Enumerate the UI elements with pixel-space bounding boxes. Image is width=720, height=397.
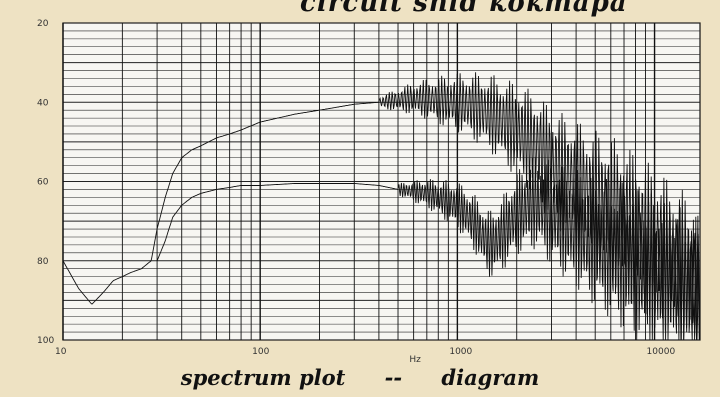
x-axis-label: Hz [409, 355, 421, 365]
y-tick-label: 40 [37, 98, 49, 108]
chart-series [62, 72, 701, 341]
x-tick-label: 10 [55, 347, 67, 357]
y-tick-label: 80 [37, 257, 49, 267]
bottom-caption: spectrum plot -- diagram [0, 365, 720, 395]
x-tick-label: 100 [252, 347, 269, 357]
caption-separator: -- [384, 365, 403, 390]
y-tick-label: 100 [37, 336, 54, 346]
caption-spectrum-plot: spectrum plot [180, 365, 346, 390]
y-tick-label: 60 [37, 178, 49, 188]
y-tick-label: 20 [37, 19, 49, 29]
top-caption: circuit snid коктара [300, 0, 628, 18]
caption-diagram: diagram [441, 365, 540, 390]
series-line [156, 156, 701, 341]
x-tick-label: 10000 [647, 347, 676, 357]
x-tick-label: 1000 [449, 347, 472, 357]
